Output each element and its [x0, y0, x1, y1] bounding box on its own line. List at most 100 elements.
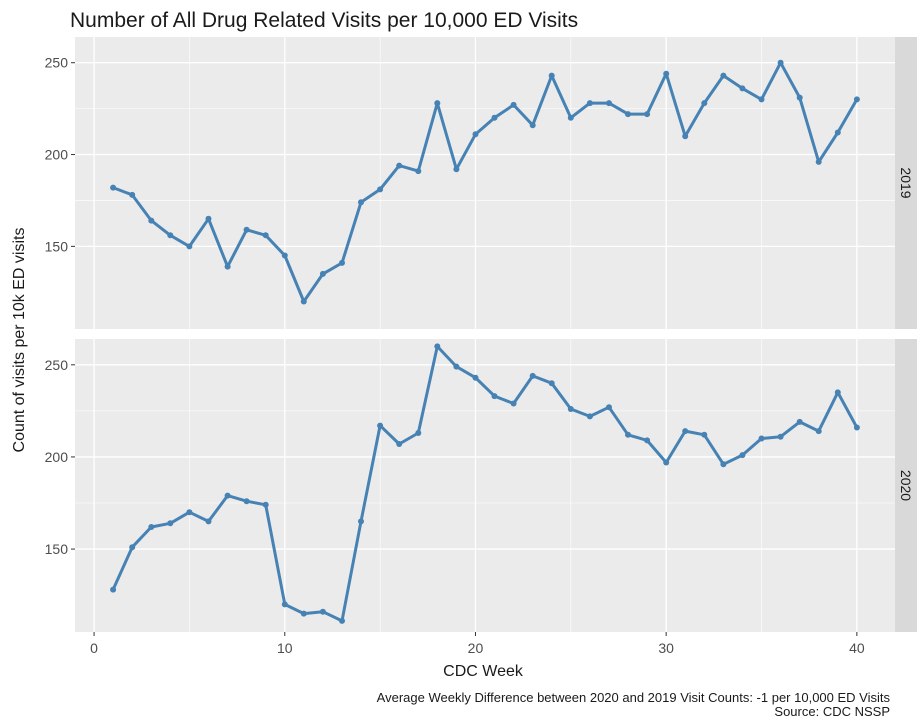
- data-point: [625, 111, 631, 118]
- data-point: [472, 374, 479, 381]
- data-point: [339, 617, 345, 624]
- data-point: [262, 501, 269, 508]
- data-point: [853, 424, 860, 431]
- y-tick-label: 150: [45, 238, 69, 254]
- data-point: [777, 433, 784, 440]
- facet-strip-label: 2019: [898, 167, 914, 198]
- data-point: [205, 518, 212, 525]
- data-point: [815, 158, 822, 165]
- facet-strip: [895, 37, 917, 329]
- y-tick-label: 200: [45, 147, 69, 163]
- data-point: [110, 586, 117, 593]
- data-point: [567, 114, 574, 121]
- facet-strip: [895, 339, 917, 632]
- data-point: [243, 226, 250, 233]
- data-point: [701, 100, 708, 107]
- data-point: [682, 133, 689, 140]
- data-point: [396, 441, 403, 447]
- data-point: [281, 252, 288, 259]
- caption-source: Source: CDC NSSP: [774, 704, 890, 719]
- data-point: [663, 459, 670, 466]
- data-point: [796, 418, 803, 425]
- data-point: [186, 243, 193, 250]
- data-point: [510, 400, 517, 407]
- data-point: [224, 492, 231, 499]
- data-point: [548, 380, 555, 387]
- data-point: [720, 72, 727, 79]
- data-point: [834, 389, 841, 396]
- data-point: [815, 428, 822, 435]
- data-point: [472, 131, 479, 138]
- data-point: [796, 94, 803, 101]
- data-point: [434, 100, 441, 107]
- data-point: [853, 96, 860, 103]
- data-point: [701, 431, 708, 438]
- x-tick-label: 0: [90, 640, 98, 656]
- data-point: [377, 422, 384, 429]
- data-point: [205, 215, 212, 222]
- data-point: [129, 191, 136, 198]
- data-point: [186, 509, 193, 516]
- x-tick-label: 20: [468, 640, 484, 656]
- facet-strip-label: 2020: [898, 470, 914, 501]
- data-point: [262, 232, 269, 239]
- panel-2019: 150 200 250 2019: [45, 37, 917, 329]
- panel-2020: 150 200 250 2020: [45, 339, 917, 632]
- series-line: [112, 61, 859, 303]
- data-point: [682, 428, 689, 435]
- y-tick-label: 250: [45, 357, 69, 373]
- data-point: [567, 406, 574, 412]
- chart-title: Number of All Drug Related Visits per 10…: [70, 9, 578, 32]
- data-point: [491, 393, 498, 400]
- data-point: [834, 129, 841, 136]
- data-point: [300, 610, 307, 617]
- data-point: [548, 72, 555, 79]
- data-point: [319, 608, 326, 615]
- data-point: [644, 437, 651, 444]
- y-tick-label: 200: [45, 449, 69, 465]
- data-point: [529, 372, 536, 379]
- data-point: [110, 184, 117, 191]
- data-point: [758, 435, 765, 442]
- data-point: [491, 114, 498, 121]
- panel-background: [75, 339, 895, 632]
- data-point: [625, 431, 631, 438]
- data-point: [396, 162, 403, 169]
- data-point: [586, 100, 593, 107]
- x-tick-label: 30: [658, 640, 674, 656]
- data-point: [663, 70, 670, 77]
- data-point: [739, 452, 746, 459]
- data-point: [300, 298, 307, 305]
- data-point: [339, 259, 345, 266]
- data-point: [358, 199, 364, 206]
- data-point: [434, 343, 441, 350]
- data-point: [243, 498, 250, 505]
- data-point: [606, 100, 612, 107]
- data-point: [281, 601, 288, 608]
- data-point: [758, 96, 765, 103]
- caption-line-1: Average Weekly Difference between 2020 a…: [377, 690, 891, 705]
- data-point: [453, 363, 460, 370]
- data-point: [529, 122, 536, 129]
- data-point: [319, 270, 326, 277]
- data-point: [358, 518, 364, 525]
- y-tick-label: 250: [45, 55, 69, 71]
- data-point: [644, 111, 651, 118]
- data-point: [224, 263, 231, 270]
- data-point: [510, 101, 517, 108]
- panels: 150 200 250 2019 150 200 250 2020 0 10 20 30 40: [45, 37, 917, 656]
- data-point: [148, 217, 155, 224]
- y-tick-label: 150: [45, 541, 69, 557]
- x-tick-label: 40: [849, 640, 865, 656]
- data-point: [606, 404, 612, 411]
- data-point: [167, 232, 174, 239]
- data-point: [720, 461, 727, 468]
- data-point: [453, 166, 460, 173]
- data-point: [377, 186, 384, 193]
- y-axis-title: Count of visits per 10k ED visits: [11, 228, 28, 453]
- data-point: [739, 85, 746, 92]
- data-point: [415, 168, 422, 175]
- data-point: [777, 59, 784, 66]
- data-point: [148, 524, 155, 530]
